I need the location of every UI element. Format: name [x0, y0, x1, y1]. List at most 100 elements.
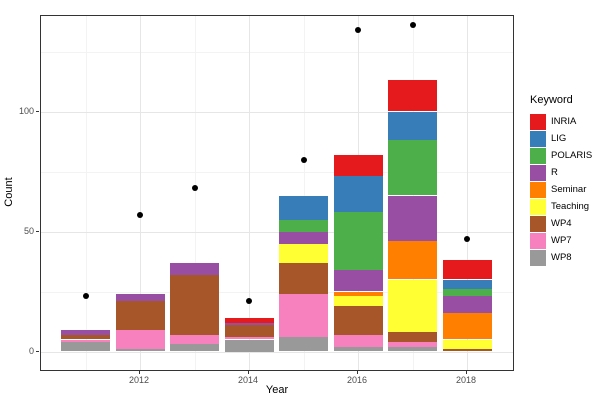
legend-key-swatch [530, 147, 546, 164]
legend-items: INRIA LIG POLARIS R Seminar Teaching WP4 WP7 WP8 [530, 113, 600, 266]
legend-title: Keyword [530, 94, 573, 106]
legend-key-swatch [530, 113, 546, 130]
bar-segment-wp4 [170, 274, 219, 335]
scatter-point [355, 26, 361, 33]
gridline-minor-x [85, 16, 87, 370]
scatter-point [137, 211, 143, 218]
legend-item-label: WP8 [551, 252, 572, 263]
bar-segment-polaris [333, 212, 383, 270]
bar-segment-wp7 [224, 337, 274, 340]
bar-segment-teaching [333, 296, 383, 306]
legend-item-inria: INRIA [530, 113, 600, 130]
y-axis-title: Count [3, 177, 15, 207]
bar-segment-lig [333, 176, 383, 213]
plot-panel [40, 15, 514, 371]
y-tick-mark [36, 110, 39, 112]
x-axis-title: Year [265, 384, 289, 396]
x-tick-mark [139, 371, 140, 374]
bar-segment-r [224, 322, 274, 326]
legend-key-swatch [530, 232, 546, 249]
legend-item-label: LIG [551, 133, 567, 144]
bar-segment-lig [442, 279, 492, 290]
legend-item-label: POLARIS [551, 150, 593, 161]
legend-key-swatch [530, 198, 546, 215]
bar-segment-wp7 [333, 334, 383, 347]
bar-segment-wp4 [224, 325, 274, 338]
bar-segment-wp8 [388, 346, 437, 352]
bar-segment-teaching [388, 279, 437, 333]
gridline-major-y [41, 231, 513, 233]
y-tick-mark [36, 350, 39, 352]
scatter-point [246, 298, 252, 305]
gridline-minor-y [41, 291, 513, 293]
scatter-point [464, 235, 470, 242]
bar-segment-wp8 [333, 346, 383, 352]
x-tick-label: 2012 [128, 375, 150, 385]
legend-item-label: R [551, 167, 558, 178]
bar-segment-r [442, 296, 492, 314]
gridline-major-x [467, 16, 468, 370]
bar-segment-wp4 [442, 349, 492, 352]
legend-item-r: R [530, 164, 600, 181]
bar-segment-wp4 [115, 301, 165, 330]
legend-item-label: WP4 [551, 218, 572, 229]
legend: Keyword INRIA LIG POLARIS R Seminar Teaching W… [530, 94, 600, 266]
legend-key-swatch [530, 164, 546, 181]
bar-segment-wp4 [333, 305, 383, 335]
bar-segment-wp4 [388, 332, 437, 342]
bar-segment-polaris [279, 219, 328, 232]
bar-segment-wp8 [170, 344, 219, 352]
gridline-minor-x [194, 16, 196, 370]
x-tick-mark [466, 371, 467, 374]
bar-segment-inria [442, 260, 492, 280]
legend-item-polaris: POLARIS [530, 147, 600, 164]
gridline-major-x [249, 16, 250, 370]
bar-segment-inria [388, 80, 437, 112]
bar-segment-polaris [442, 289, 492, 297]
legend-item-lig: LIG [530, 130, 600, 147]
legend-item-wp4: WP4 [530, 215, 600, 232]
bar-segment-wp8 [115, 349, 165, 352]
bar-segment-wp4 [61, 334, 110, 340]
legend-item-label: Teaching [551, 201, 590, 212]
gridline-minor-y [41, 51, 513, 53]
gridline-major-y [41, 111, 513, 113]
bar-segment-r [388, 195, 437, 242]
gridline-minor-x [303, 16, 305, 370]
legend-item-wp8: WP8 [530, 249, 600, 266]
x-tick-mark [248, 371, 249, 374]
bar-segment-wp7 [170, 334, 219, 345]
bar-segment-inria [333, 154, 383, 177]
gridline-major-y [41, 351, 513, 353]
bar-segment-wp7 [115, 329, 165, 350]
x-tick-label: 2018 [455, 375, 477, 385]
bar-segment-r [61, 329, 110, 335]
legend-key-swatch [530, 130, 546, 147]
legend-item-label: Seminar [551, 184, 587, 195]
legend-key-swatch [530, 181, 546, 198]
x-tick-label: 2014 [237, 375, 259, 385]
scatter-point [191, 185, 198, 192]
bar-segment-r [279, 231, 328, 244]
bar-segment-r [170, 262, 219, 275]
scatter-point [409, 22, 416, 29]
bar-segment-seminar [333, 291, 383, 297]
bar-segment-teaching [279, 243, 328, 263]
legend-item-teaching: Teaching [530, 198, 600, 215]
bar-segment-wp8 [224, 339, 274, 352]
bar-segment-r [115, 293, 165, 302]
bar-segment-wp8 [279, 337, 328, 352]
y-tick-label: 50 [23, 225, 34, 236]
bar-segment-wp8 [61, 341, 110, 352]
bar-segment-seminar [388, 241, 437, 280]
legend-key-swatch [530, 249, 546, 266]
x-tick-mark [357, 371, 358, 374]
gridline-minor-y [41, 171, 513, 173]
bar-segment-polaris [388, 140, 437, 196]
bar-segment-lig [279, 195, 328, 220]
legend-key-swatch [530, 215, 546, 232]
bar-segment-r [333, 269, 383, 292]
legend-item-label: INRIA [551, 116, 577, 127]
bar-segment-teaching [442, 339, 492, 350]
y-tick-label: 0 [28, 345, 34, 356]
